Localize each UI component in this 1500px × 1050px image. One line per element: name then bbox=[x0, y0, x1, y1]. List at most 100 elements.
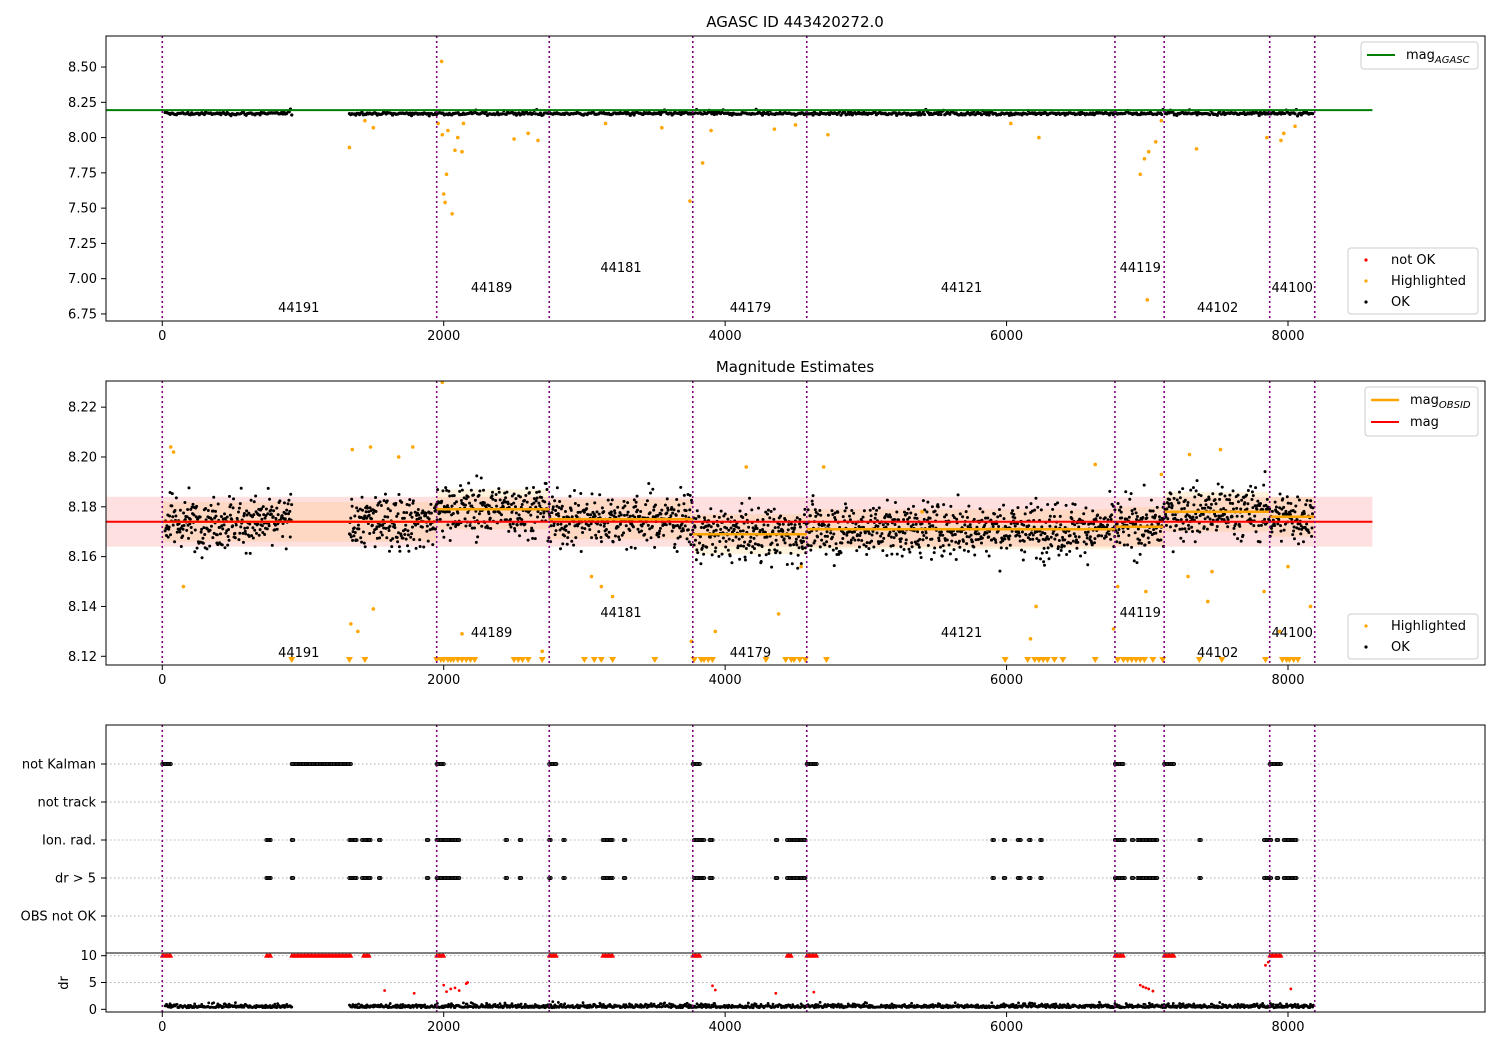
ok-point bbox=[862, 509, 866, 513]
ok-point bbox=[244, 532, 248, 536]
ok-point bbox=[780, 535, 784, 539]
ok-point bbox=[884, 525, 888, 529]
ok-point bbox=[456, 511, 460, 515]
ok-point bbox=[1152, 528, 1156, 532]
ok-point bbox=[973, 553, 977, 557]
ok-point bbox=[599, 523, 603, 527]
panel-agasc-ytick-label: 8.50 bbox=[68, 61, 97, 76]
ok-point bbox=[363, 545, 367, 549]
ok-point bbox=[778, 523, 782, 527]
ok-point bbox=[1218, 497, 1222, 501]
ok-point bbox=[1297, 542, 1301, 546]
ok-point bbox=[270, 543, 274, 547]
ok-point bbox=[1266, 505, 1270, 509]
highlighted-point bbox=[1138, 172, 1143, 177]
ok-point bbox=[1132, 559, 1136, 563]
ok-point bbox=[998, 514, 1002, 518]
dr-ok-point bbox=[884, 1006, 887, 1010]
ok-point bbox=[760, 544, 764, 548]
flag-marker bbox=[775, 876, 780, 880]
flag-marker bbox=[291, 838, 296, 842]
ok-point bbox=[937, 536, 941, 540]
ok-point bbox=[1249, 522, 1253, 526]
panel-agasc-ytick-label: 8.25 bbox=[68, 96, 97, 111]
ok-point bbox=[875, 508, 879, 512]
ok-point bbox=[514, 497, 518, 501]
ok-point bbox=[1121, 530, 1125, 534]
ok-point bbox=[374, 495, 378, 499]
flag-marker bbox=[562, 838, 567, 842]
ok-point bbox=[738, 509, 742, 513]
ok-point bbox=[248, 551, 252, 555]
ok-point bbox=[935, 513, 939, 517]
lower-limit-marker bbox=[609, 657, 617, 663]
ok-point bbox=[1310, 526, 1314, 530]
ok-point bbox=[479, 476, 483, 480]
panel-agasc-xtick-label: 8000 bbox=[1271, 329, 1304, 344]
ok-point bbox=[961, 515, 965, 519]
ok-point bbox=[1032, 525, 1036, 529]
ok-point bbox=[1309, 499, 1313, 503]
ok-point bbox=[939, 112, 943, 117]
ok-point bbox=[1208, 517, 1212, 521]
ok-point bbox=[1175, 498, 1179, 502]
ok-point bbox=[250, 534, 254, 538]
ok-point bbox=[1186, 111, 1190, 115]
ok-point bbox=[1292, 525, 1296, 529]
ok-point bbox=[893, 522, 897, 526]
ok-point bbox=[1232, 526, 1236, 530]
ok-point bbox=[673, 542, 677, 546]
ok-point bbox=[657, 532, 661, 536]
ok-point bbox=[426, 539, 430, 543]
ok-point bbox=[671, 511, 675, 515]
legend-ok-marker bbox=[1364, 300, 1368, 304]
ok-point bbox=[1129, 492, 1133, 496]
ok-point bbox=[801, 536, 805, 540]
ok-point bbox=[1207, 497, 1211, 501]
ok-point bbox=[1057, 553, 1061, 557]
ok-point bbox=[469, 488, 473, 492]
ok-point bbox=[1305, 498, 1309, 502]
ok-point bbox=[1126, 543, 1130, 547]
ok-point bbox=[289, 492, 293, 496]
ok-point bbox=[889, 515, 893, 519]
ok-point bbox=[1113, 508, 1117, 512]
ok-point bbox=[691, 528, 695, 532]
ok-point bbox=[618, 511, 622, 515]
ok-point bbox=[985, 531, 989, 535]
panel-agasc-obsid-label: 44189 bbox=[471, 281, 512, 296]
ok-point bbox=[799, 562, 803, 566]
ok-point bbox=[1232, 507, 1236, 511]
ok-point bbox=[832, 564, 836, 568]
highlighted-point bbox=[461, 121, 466, 126]
ok-point bbox=[510, 494, 514, 498]
lower-limit-marker bbox=[288, 657, 296, 663]
dr-ok-point bbox=[519, 1002, 523, 1006]
highlighted-point bbox=[826, 132, 830, 137]
ok-point bbox=[902, 548, 906, 552]
ok-point bbox=[273, 523, 277, 527]
ok-point bbox=[768, 516, 772, 520]
ok-point bbox=[1031, 533, 1035, 537]
ok-point bbox=[285, 508, 289, 512]
ok-point bbox=[168, 514, 172, 518]
ok-point bbox=[1138, 552, 1142, 556]
flag-marker bbox=[1039, 838, 1044, 842]
ok-point bbox=[969, 533, 973, 537]
ok-point bbox=[1241, 533, 1245, 537]
ok-point bbox=[1270, 526, 1274, 530]
ok-point bbox=[1027, 524, 1031, 528]
flag-marker bbox=[709, 838, 714, 842]
ok-point bbox=[967, 504, 971, 508]
ok-point bbox=[940, 554, 944, 558]
ok-point bbox=[1149, 498, 1153, 502]
panel-agasc-title: AGASC ID 443420272.0 bbox=[706, 13, 884, 31]
ok-point bbox=[1183, 527, 1187, 531]
ok-point bbox=[1199, 503, 1203, 507]
highlighted-point bbox=[439, 59, 444, 64]
ok-point bbox=[497, 487, 501, 491]
dr-ok-point bbox=[268, 1004, 272, 1007]
ok-point bbox=[1146, 536, 1150, 540]
ok-point bbox=[231, 524, 235, 528]
ok-point bbox=[350, 504, 354, 508]
